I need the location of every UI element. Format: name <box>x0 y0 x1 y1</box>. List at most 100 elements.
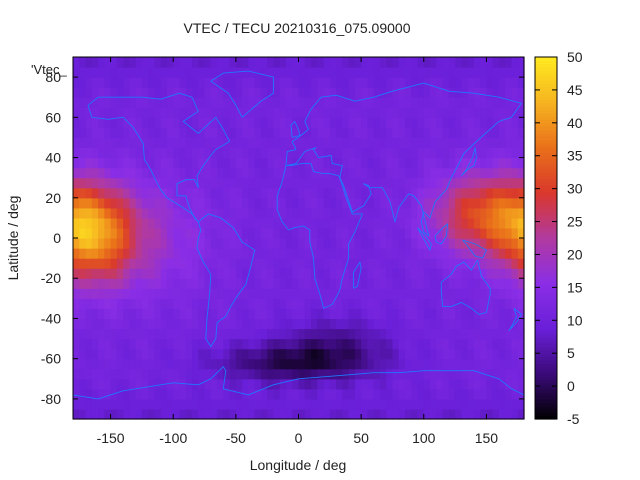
heatmap-cell <box>492 358 500 370</box>
heatmap-cell <box>91 248 99 259</box>
heatmap-cell <box>185 57 193 68</box>
heatmap-cell <box>361 408 368 420</box>
heatmap-cell <box>486 338 494 350</box>
heatmap-cell <box>304 177 312 189</box>
heatmap-cell <box>204 278 212 289</box>
heatmap-cell <box>461 197 469 209</box>
heatmap-cell <box>254 97 262 108</box>
heatmap-cell <box>311 408 318 420</box>
heatmap-cell <box>116 388 124 400</box>
heatmap-cell <box>417 278 425 289</box>
heatmap-cell <box>329 157 337 169</box>
heatmap-cell <box>267 268 275 279</box>
heatmap-cell <box>517 157 525 169</box>
heatmap-cell <box>285 217 293 229</box>
heatmap-cell <box>517 358 525 370</box>
heatmap-cell <box>498 147 506 159</box>
heatmap-cell <box>73 308 80 320</box>
heatmap-cell <box>498 248 506 259</box>
heatmap-cell <box>361 268 368 279</box>
heatmap-cell <box>467 238 475 249</box>
heatmap-cell <box>123 278 130 289</box>
heatmap-cell <box>448 117 456 128</box>
heatmap-cell <box>448 408 456 420</box>
heatmap-cell <box>317 368 325 380</box>
heatmap-cell <box>511 187 519 199</box>
heatmap-cell <box>279 227 287 239</box>
heatmap-cell <box>179 77 187 88</box>
heatmap-cell <box>448 227 456 239</box>
heatmap-cell <box>461 227 469 239</box>
heatmap-cell <box>298 87 306 98</box>
heatmap-cell <box>260 167 268 179</box>
heatmap-cell <box>285 328 293 340</box>
colorbar-segment <box>535 175 557 180</box>
heatmap-cell <box>361 278 368 289</box>
heatmap-cell <box>467 328 475 340</box>
heatmap-cell <box>398 87 406 98</box>
heatmap-cell <box>404 87 412 98</box>
heatmap-cell <box>336 348 343 360</box>
heatmap-cell <box>323 117 331 128</box>
heatmap-cell <box>148 57 156 68</box>
heatmap-cell <box>448 197 456 209</box>
heatmap-cell <box>417 408 425 420</box>
heatmap-cell <box>160 127 168 139</box>
colorbar-segment <box>535 57 557 61</box>
heatmap-cell <box>430 368 437 380</box>
heatmap-cell <box>91 77 99 88</box>
heatmap-cell <box>329 388 337 400</box>
heatmap-cell <box>411 197 419 209</box>
heatmap-cell <box>273 258 281 269</box>
heatmap-cell <box>304 97 312 108</box>
heatmap-cell <box>298 298 306 309</box>
heatmap-cell <box>367 388 375 400</box>
heatmap-cell <box>329 238 337 249</box>
heatmap-cell <box>79 288 87 299</box>
heatmap-cell <box>173 57 181 68</box>
heatmap-cell <box>154 107 162 118</box>
heatmap-cell <box>304 227 312 239</box>
heatmap-cell <box>104 358 112 370</box>
heatmap-cell <box>373 328 381 340</box>
heatmap-cell <box>505 77 513 88</box>
heatmap-cell <box>267 167 275 179</box>
heatmap-cell <box>292 248 300 259</box>
colorbar-segment <box>535 201 557 206</box>
heatmap-cell <box>148 147 156 159</box>
heatmap-cell <box>129 248 137 259</box>
heatmap-cell <box>192 368 199 380</box>
heatmap-cell <box>430 328 437 340</box>
heatmap-cell <box>461 67 469 78</box>
heatmap-cell <box>367 117 375 128</box>
heatmap-cell <box>461 117 469 128</box>
heatmap-cell <box>392 318 400 330</box>
heatmap-cell <box>123 107 130 118</box>
heatmap-cell <box>461 308 469 320</box>
heatmap-cell <box>423 268 431 279</box>
colorbar-segment <box>535 152 557 157</box>
heatmap-cell <box>104 97 112 108</box>
colorbar-segment <box>535 284 557 288</box>
heatmap-cell <box>248 137 256 149</box>
heatmap-cell <box>436 348 444 360</box>
heatmap-cell <box>248 67 256 78</box>
heatmap-cell <box>373 107 381 118</box>
heatmap-cell <box>110 318 118 330</box>
heatmap-cell <box>279 167 287 179</box>
heatmap-cell <box>229 328 237 340</box>
heatmap-cell <box>386 238 394 249</box>
heatmap-cell <box>373 217 381 229</box>
heatmap-cell <box>386 328 394 340</box>
heatmap-cell <box>254 227 262 239</box>
heatmap-cell <box>417 258 425 269</box>
heatmap-cell <box>498 378 506 390</box>
heatmap-cell <box>235 167 243 179</box>
heatmap-cell <box>160 137 168 149</box>
heatmap-cell <box>329 278 337 289</box>
heatmap-cell <box>498 197 506 209</box>
heatmap-cell <box>373 157 381 169</box>
heatmap-cell <box>398 248 406 259</box>
heatmap-cell <box>260 338 268 350</box>
heatmap-cell <box>448 338 456 350</box>
